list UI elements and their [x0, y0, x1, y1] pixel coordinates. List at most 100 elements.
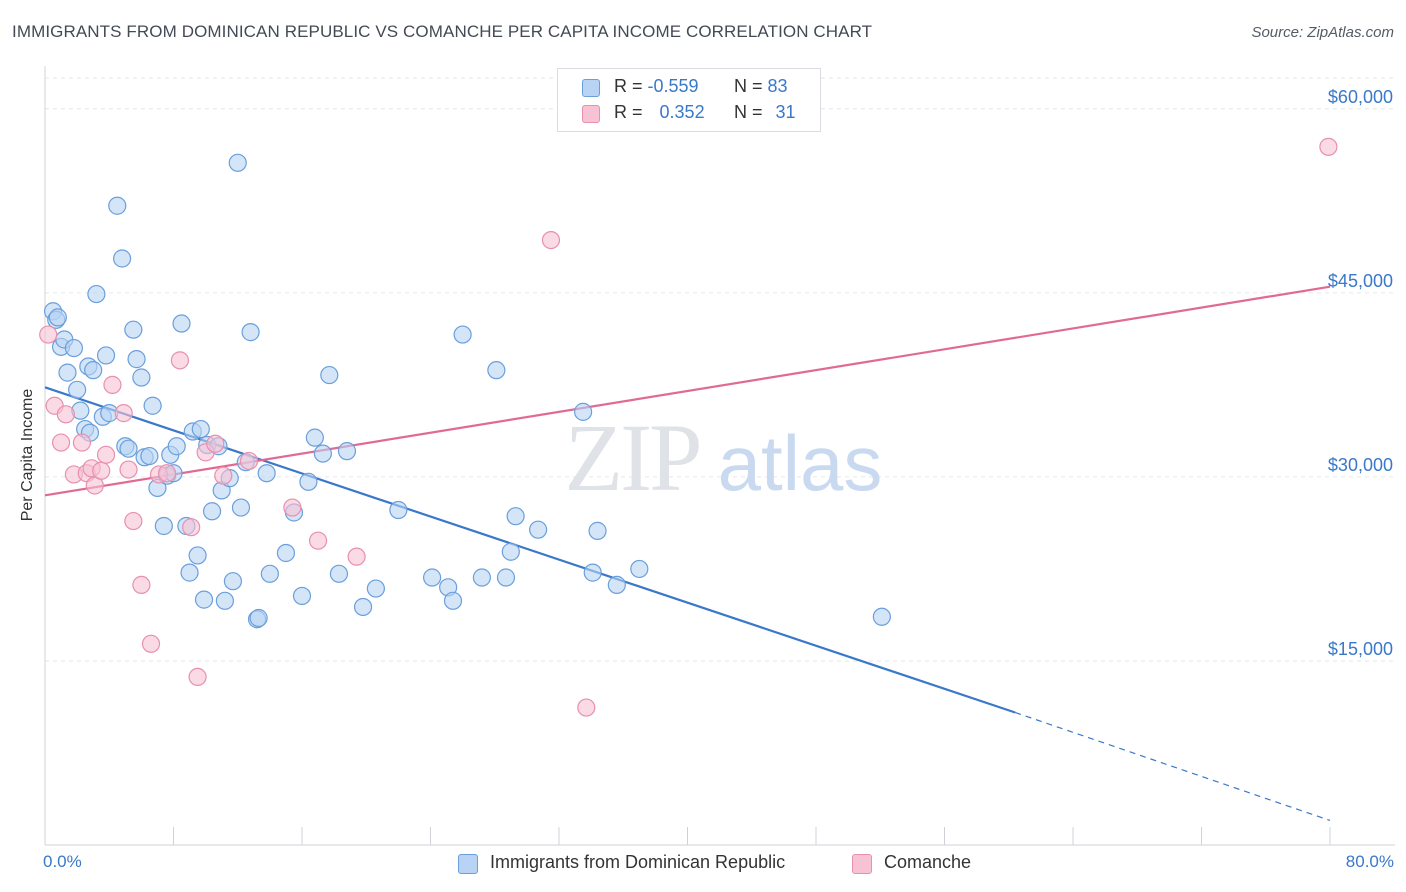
source-credit: Source: ZipAtlas.com [1251, 24, 1394, 41]
point-dominican-republic [202, 502, 222, 521]
point-dominican-republic [257, 464, 276, 483]
point-dominican-republic [154, 516, 173, 536]
point-comanche [39, 325, 58, 344]
axis-layer [44, 66, 1395, 846]
point-dominican-republic [68, 380, 87, 399]
x-tick-max: 80.0% [1345, 852, 1394, 871]
y-tick-label: $60,000 [1328, 87, 1393, 107]
legend-n-value-blue: 83 [767, 76, 788, 96]
points-layer [39, 137, 1338, 717]
point-dominican-republic [453, 325, 472, 344]
y-tick-label: $45,000 [1328, 271, 1393, 291]
y-tick-labels: $15,000 $30,000 $45,000 $60,000 [1328, 87, 1393, 659]
point-comanche [141, 634, 161, 653]
point-dominican-republic [194, 590, 214, 609]
point-dominican-republic [353, 597, 373, 617]
watermark-zip: ZIP [565, 404, 700, 511]
point-dominican-republic [607, 575, 626, 594]
point-dominican-republic [84, 361, 103, 380]
point-comanche [51, 433, 71, 452]
bottom-legend-label-blue: Immigrants from Dominican Republic [490, 852, 786, 872]
legend-n-value-pink: 31 [775, 102, 796, 122]
point-dominican-republic [276, 543, 296, 563]
point-dominican-republic [630, 559, 649, 579]
point-dominican-republic [583, 563, 602, 582]
point-dominican-republic [366, 579, 385, 598]
point-dominican-republic [48, 308, 67, 327]
point-dominican-republic [127, 350, 146, 369]
x-tick-min: 0.0% [43, 852, 82, 871]
point-dominican-republic [191, 419, 210, 439]
point-comanche [577, 698, 596, 717]
legend-r-value-pink: 0.352 [659, 102, 705, 122]
legend-n-blue: N = 83 [734, 76, 788, 96]
point-comanche [119, 460, 138, 479]
point-dominican-republic [119, 439, 138, 458]
point-dominican-republic [872, 607, 891, 626]
y-tick-label: $30,000 [1328, 455, 1393, 475]
watermark-atlas: atlas [718, 419, 883, 507]
point-comanche [188, 667, 207, 687]
point-comanche [72, 433, 92, 452]
point-dominican-republic [249, 608, 268, 628]
point-dominican-republic [124, 320, 143, 339]
point-dominican-republic [573, 402, 593, 421]
point-dominican-republic [299, 472, 318, 491]
point-dominican-republic [320, 365, 339, 385]
point-dominican-republic [389, 500, 408, 520]
bottom-legend-swatch-blue [458, 854, 478, 874]
watermark: ZIP atlas [565, 404, 883, 511]
point-comanche [170, 351, 190, 370]
y-axis-label: Per Capita Income [19, 388, 36, 522]
point-dominican-republic [180, 563, 199, 582]
chart-title: IMMIGRANTS FROM DOMINICAN REPUBLIC VS CO… [12, 22, 873, 41]
point-comanche [124, 511, 143, 531]
point-dominican-republic [337, 442, 357, 461]
point-dominican-republic [241, 323, 260, 342]
point-dominican-republic [87, 284, 106, 304]
point-dominican-republic [588, 521, 607, 540]
point-dominican-republic [132, 368, 151, 387]
point-dominican-republic [108, 196, 127, 215]
point-dominican-republic [313, 444, 332, 463]
point-comanche [347, 547, 366, 566]
point-dominican-republic [215, 591, 234, 610]
point-comanche [92, 461, 111, 480]
legend-r-value-blue: -0.559 [647, 76, 699, 96]
trendline-layer [44, 285, 1331, 822]
legend-row-pink: R = 0.352 N = 31 [558, 102, 820, 126]
point-comanche [56, 405, 75, 424]
point-dominican-republic [443, 591, 463, 610]
point-comanche [308, 531, 328, 550]
point-dominican-republic [292, 586, 312, 606]
legend-r-blue: R = -0.559 [614, 76, 699, 96]
point-comanche [283, 498, 302, 517]
point-comanche [214, 466, 233, 485]
point-dominican-republic [487, 361, 506, 380]
point-comanche [1319, 137, 1338, 156]
point-dominican-republic [143, 396, 162, 415]
point-dominican-republic [58, 363, 77, 382]
legend-swatch-pink [582, 105, 600, 123]
point-comanche [103, 375, 122, 394]
point-comanche [157, 464, 177, 483]
point-dominican-republic [305, 428, 324, 447]
trendline-blue-extension [1014, 711, 1331, 822]
point-comanche [96, 445, 116, 464]
point-comanche [132, 575, 151, 594]
bottom-legend-label-pink: Comanche [884, 852, 972, 872]
point-comanche [541, 230, 561, 250]
point-dominican-republic [472, 568, 491, 587]
point-dominican-republic [167, 437, 186, 456]
trendline-pink [44, 285, 1331, 497]
correlation-legend: R = -0.559 N = 83 R = 0.352 N = 31 [557, 68, 821, 132]
y-tick-label: $15,000 [1328, 639, 1393, 659]
point-dominican-republic [223, 572, 243, 591]
point-comanche [114, 404, 133, 423]
series-dominican-republic [43, 153, 891, 629]
point-dominican-republic [188, 546, 207, 565]
point-dominican-republic [506, 507, 525, 526]
legend-swatch-blue [582, 79, 600, 97]
point-dominican-republic [496, 568, 516, 587]
point-dominican-republic [140, 446, 159, 466]
